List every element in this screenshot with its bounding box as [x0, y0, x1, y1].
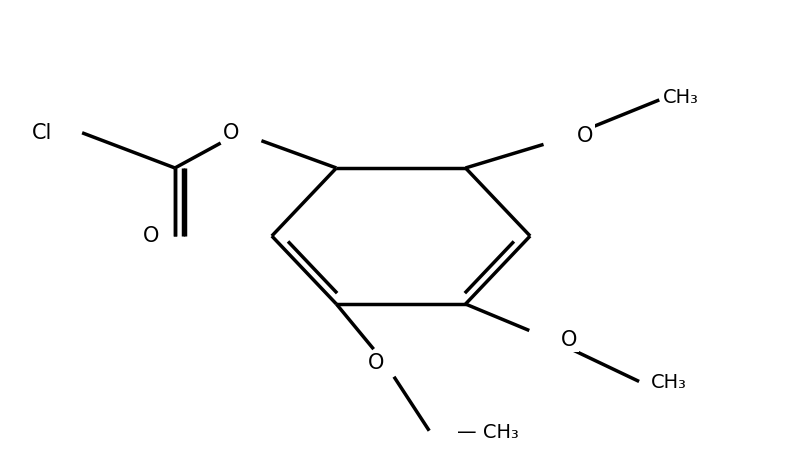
Text: — CH₃: — CH₃	[458, 422, 519, 442]
Text: O: O	[577, 126, 593, 146]
Text: O: O	[143, 226, 159, 246]
Text: O: O	[223, 123, 239, 143]
Text: CH₃: CH₃	[663, 88, 699, 107]
Text: CH₃: CH₃	[651, 373, 687, 392]
Text: Cl: Cl	[32, 123, 52, 143]
Text: O: O	[561, 330, 578, 350]
Text: O: O	[368, 353, 384, 373]
